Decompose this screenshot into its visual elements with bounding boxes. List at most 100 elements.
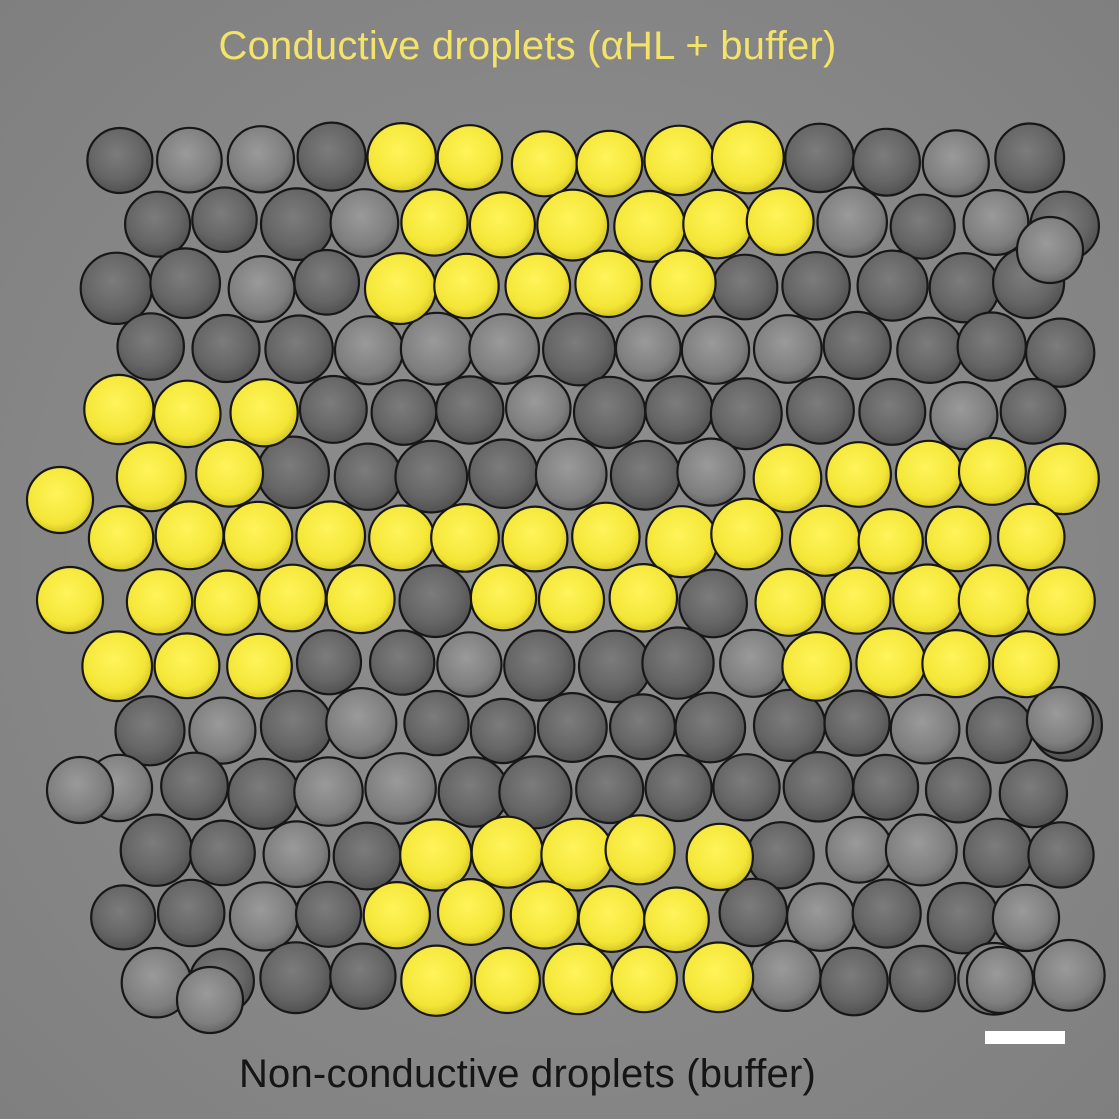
conductive-droplet xyxy=(325,563,396,635)
non-conductive-droplet xyxy=(752,314,823,384)
conductive-droplet xyxy=(997,502,1066,572)
conductive-droplet xyxy=(258,563,327,633)
non-conductive-droplet xyxy=(504,374,572,442)
non-conductive-droplet xyxy=(819,946,889,1017)
non-conductive-droplet xyxy=(256,435,331,510)
conductive-droplet xyxy=(643,124,716,197)
non-conductive-droplet xyxy=(329,188,400,258)
non-conductive-droplet xyxy=(896,316,964,384)
non-conductive-droplet xyxy=(784,122,855,194)
non-conductive-droplet xyxy=(160,751,229,821)
conductive-droplet xyxy=(574,249,643,319)
non-conductive-droplet xyxy=(614,315,682,382)
conductive-droplet xyxy=(433,252,500,320)
non-conductive-droplet xyxy=(189,819,256,887)
non-conductive-droplet xyxy=(369,629,436,696)
conductive-droplet xyxy=(991,630,1061,699)
conductive-droplet xyxy=(81,630,154,703)
non-conductive-droplet xyxy=(889,693,961,765)
conductive-droplet xyxy=(710,497,784,571)
conductive-droplet xyxy=(436,124,504,191)
non-conductive-droplet xyxy=(965,945,1035,1015)
non-conductive-droplet xyxy=(332,821,402,891)
non-conductive-droplet xyxy=(90,884,157,951)
conductive-droplet xyxy=(35,565,105,635)
conductive-droplet xyxy=(193,569,261,636)
non-conductive-droplet xyxy=(644,375,714,445)
conductive-droplet xyxy=(195,438,265,508)
conductive-droplet xyxy=(115,441,187,513)
conductive-droplet xyxy=(400,188,469,257)
conductive-droplet xyxy=(608,562,679,633)
non-conductive-droplet xyxy=(851,127,921,197)
non-conductive-droplet xyxy=(534,437,608,511)
non-conductive-droplet xyxy=(114,695,186,767)
non-conductive-droplet xyxy=(262,820,331,889)
non-conductive-droplet xyxy=(45,755,115,825)
non-conductive-droplet xyxy=(577,629,652,704)
conductive-droplet xyxy=(229,378,299,448)
conductive-droplet xyxy=(540,817,615,892)
conductive-droplet xyxy=(473,946,541,1015)
conductive-droplet xyxy=(536,188,610,262)
non-conductive-droplet xyxy=(79,251,154,325)
non-conductive-label: Non-conductive droplets (buffer) xyxy=(238,1052,817,1096)
non-conductive-droplet xyxy=(541,312,617,387)
conductive-droplet xyxy=(575,129,644,198)
conductive-droplet xyxy=(295,500,367,572)
conductive-droplet xyxy=(368,504,436,572)
conductive-droplet xyxy=(894,439,964,508)
non-conductive-droplet xyxy=(884,813,958,887)
non-conductive-droplet xyxy=(293,756,364,827)
conductive-droplet xyxy=(363,252,437,326)
non-conductive-droplet xyxy=(436,631,503,698)
conductive-droplet xyxy=(537,565,606,634)
non-conductive-droplet xyxy=(399,311,474,386)
non-conductive-droplet xyxy=(188,696,257,765)
non-conductive-droplet xyxy=(575,754,645,825)
scale-bar xyxy=(985,1031,1065,1044)
non-conductive-droplet xyxy=(782,750,855,823)
non-conductive-droplet xyxy=(156,878,226,948)
conductive-droplet xyxy=(154,500,225,571)
non-conductive-droplet xyxy=(325,686,398,760)
conductive-droplet xyxy=(430,503,500,573)
non-conductive-droplet xyxy=(536,691,608,763)
non-conductive-droplet xyxy=(929,381,999,451)
conductive-droplet xyxy=(710,120,785,195)
conductive-droplet xyxy=(892,563,964,635)
non-conductive-droplet xyxy=(329,942,397,1010)
conductive-droplet xyxy=(400,944,473,1017)
conductive-droplet xyxy=(781,631,853,702)
conductive-droplet xyxy=(754,567,824,637)
non-conductive-droplet xyxy=(711,253,779,321)
non-conductive-droplet xyxy=(994,122,1066,194)
conductive-droplet xyxy=(436,877,505,946)
non-conductive-droplet xyxy=(719,628,789,698)
non-conductive-droplet xyxy=(1015,215,1085,285)
non-conductive-droplet xyxy=(889,193,956,260)
non-conductive-droplet xyxy=(962,817,1034,889)
conductive-droplet xyxy=(685,822,755,892)
non-conductive-droplet xyxy=(333,442,403,511)
non-conductive-droplet xyxy=(852,753,920,821)
non-conductive-droplet xyxy=(641,626,715,700)
non-conductive-droplet xyxy=(999,377,1067,445)
non-conductive-droplet xyxy=(856,249,929,322)
non-conductive-droplet xyxy=(469,697,537,765)
non-conductive-droplet xyxy=(709,377,783,451)
conductive-droplet xyxy=(682,188,753,260)
non-conductive-droplet xyxy=(858,377,927,446)
conductive-droplet xyxy=(125,568,194,636)
non-conductive-droplet xyxy=(608,693,676,761)
non-conductive-droplet xyxy=(298,374,368,444)
conductive-droplet xyxy=(153,379,222,449)
non-conductive-droplet xyxy=(175,965,245,1035)
non-conductive-droplet xyxy=(609,439,681,511)
conductive-droplet xyxy=(745,187,815,257)
non-conductive-droplet xyxy=(226,125,296,194)
conductive-droplet-layer xyxy=(25,120,1100,1017)
non-conductive-droplet xyxy=(956,311,1027,382)
non-conductive-droplet xyxy=(333,315,405,386)
non-conductive-droplet xyxy=(259,941,333,1015)
